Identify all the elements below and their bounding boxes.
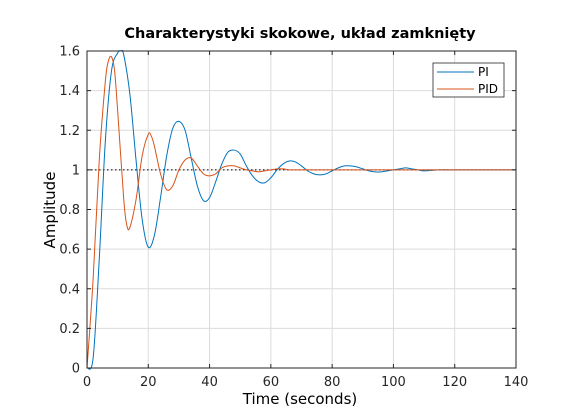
legend-box — [432, 62, 505, 98]
y-axis-label: Amplitude — [41, 172, 59, 249]
y-tick-label: 0 — [72, 362, 80, 377]
series-line-pi — [86, 49, 516, 370]
y-tick-label: 1 — [72, 163, 80, 178]
chart-title: Charakterystyki skokowe, układ zamknięty — [124, 26, 476, 42]
x-tick-label: 60 — [263, 375, 280, 390]
series-group — [86, 49, 516, 370]
y-tick-label: 0.2 — [59, 322, 80, 337]
y-tick-label: 0.6 — [59, 243, 80, 258]
y-tick-label: 1.4 — [59, 84, 80, 99]
x-tick-label: 120 — [442, 375, 467, 390]
y-tick-label: 1.6 — [59, 45, 80, 60]
axis-ticks — [86, 50, 517, 369]
legend-label-pi: PI — [478, 65, 489, 79]
legend-label-pid: PID — [478, 82, 498, 96]
y-tick-label: 0.8 — [59, 203, 80, 218]
x-tick-label: 100 — [381, 375, 406, 390]
x-tick-label: 140 — [504, 375, 529, 390]
x-axis-label: Time (seconds) — [242, 390, 358, 408]
legend: PI PID — [432, 62, 505, 98]
y-tick-label: 1.2 — [59, 124, 80, 139]
y-tick-labels: 0 0.2 0.4 0.6 0.8 1 1.2 1.4 1.6 — [59, 45, 80, 377]
x-tick-label: 20 — [140, 375, 157, 390]
y-tick-label: 0.4 — [59, 282, 80, 297]
series-line-pid — [86, 55, 516, 369]
x-tick-labels: 0 20 40 60 80 100 120 140 — [83, 375, 529, 390]
x-tick-label: 40 — [201, 375, 218, 390]
x-tick-label: 0 — [83, 375, 91, 390]
x-tick-label: 80 — [324, 375, 341, 390]
